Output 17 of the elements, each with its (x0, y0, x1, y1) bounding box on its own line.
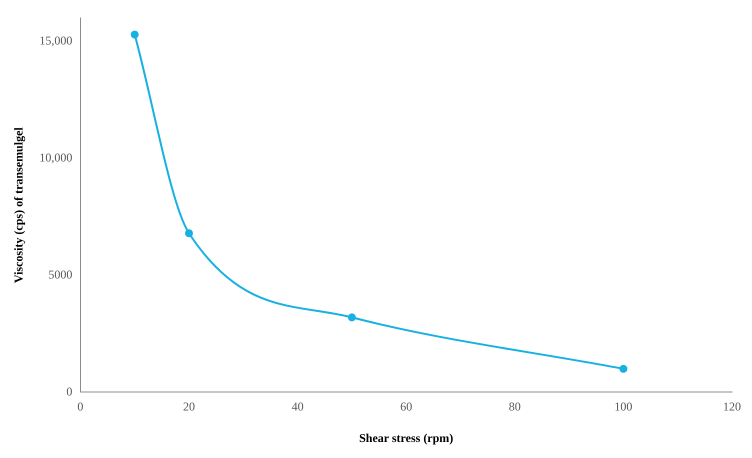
x-tick-label: 100 (614, 400, 632, 414)
x-axis-title: Shear stress (rpm) (359, 430, 454, 445)
y-axis-title: Viscosity (cps) of transemulgel (11, 126, 26, 284)
y-tick-label: 0 (66, 384, 72, 398)
x-tick-label: 120 (723, 400, 741, 414)
point (185, 229, 193, 238)
point (619, 364, 628, 373)
x-tick-label: 60 (400, 400, 412, 414)
x-tick-label: 40 (292, 400, 304, 414)
x-tick-label: 80 (508, 400, 521, 414)
y-tick-label: 5000 (48, 267, 72, 282)
y-tick-label: 15,000 (39, 34, 72, 48)
point (130, 30, 139, 39)
y-tick-label: 10,000 (39, 150, 72, 165)
x-tick-label: 20 (183, 400, 195, 414)
point (348, 313, 356, 322)
x-tick-label: 0 (77, 400, 84, 414)
